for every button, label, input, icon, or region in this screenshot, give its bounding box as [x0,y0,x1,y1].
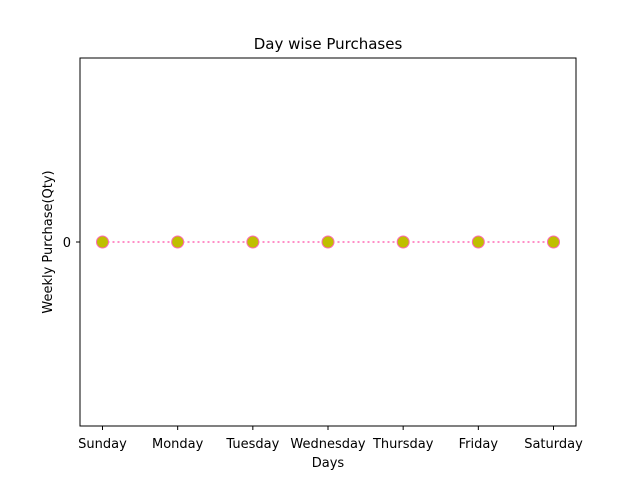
x-axis-label: Days [312,456,345,471]
data-point [246,235,260,249]
data-point [396,235,410,249]
data-point [321,235,335,249]
y-axis-label: Weekly Purchase(Qty) [41,170,56,313]
data-point [547,235,560,249]
x-tick-label: Monday [152,437,204,452]
x-tick-label: Friday [459,437,499,452]
data-point [471,235,485,249]
data-point [171,235,185,249]
x-tick-label: Tuesday [225,437,279,452]
y-tick-label: 0 [63,236,71,251]
x-axis: Sunday Monday Tuesday Wednesday Thursday Frid… [78,426,583,452]
data-point [96,235,109,249]
chart-title: Day wise Purchases [254,35,403,53]
x-tick-label: Thursday [372,437,434,452]
y-axis: 0 [63,236,80,251]
series-layer [96,235,560,249]
x-tick-label: Sunday [78,437,127,452]
x-tick-label: Saturday [524,437,583,452]
x-tick-label: Wednesday [290,437,366,452]
